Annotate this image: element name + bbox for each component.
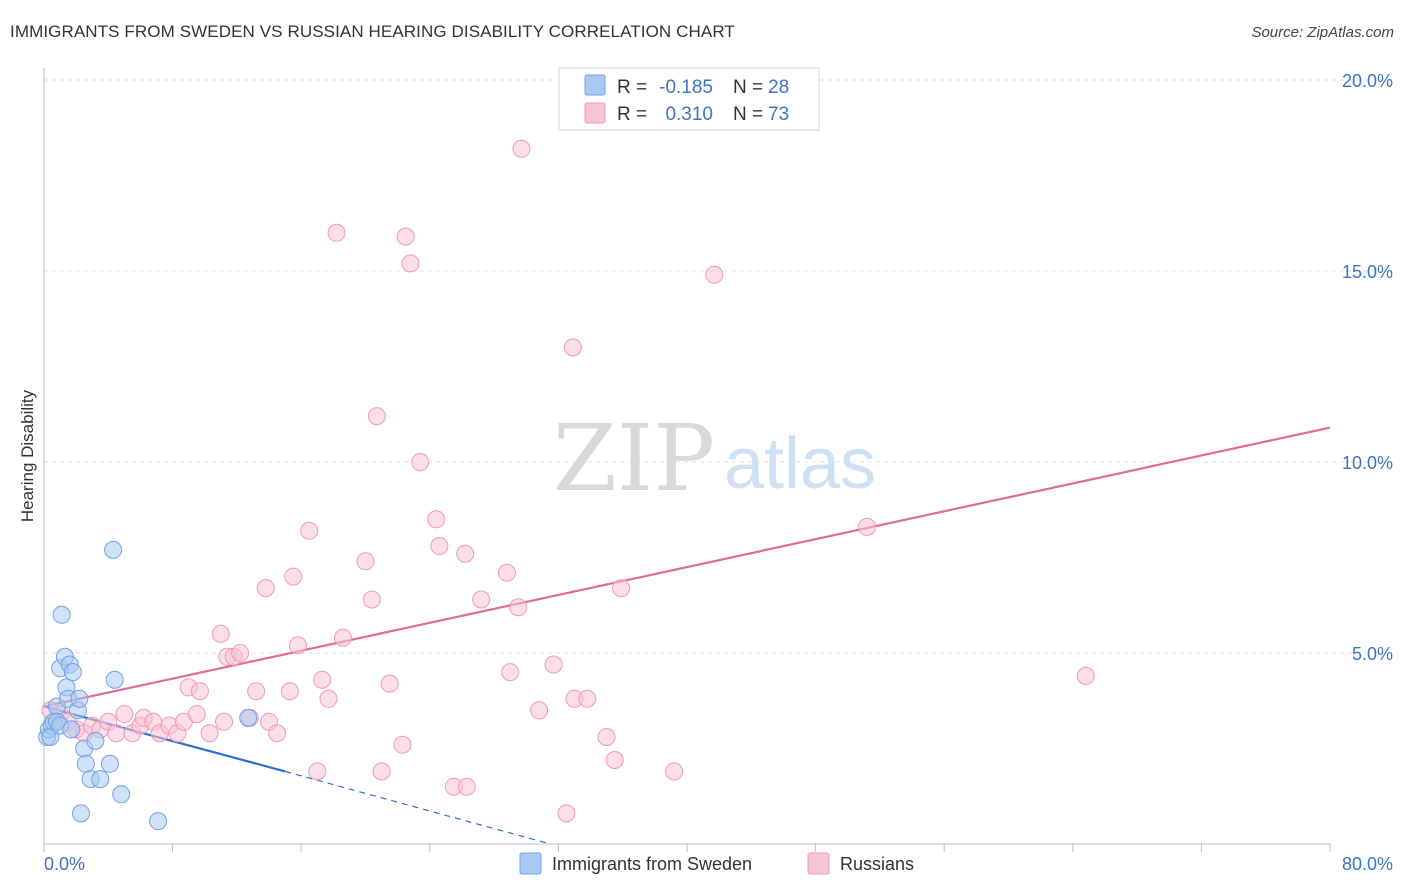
x-tick-label-max: 80.0% bbox=[1342, 854, 1393, 874]
point-immigrants-from-sweden bbox=[239, 708, 258, 727]
point-russians bbox=[665, 762, 684, 781]
trend-line-russians bbox=[43, 426, 1331, 708]
point-immigrants-from-sweden bbox=[70, 689, 89, 708]
legend-swatch-sweden bbox=[519, 852, 542, 875]
point-russians bbox=[289, 636, 307, 655]
point-russians bbox=[498, 563, 516, 582]
point-russians bbox=[411, 453, 430, 471]
point-russians bbox=[557, 804, 576, 823]
point-russians bbox=[372, 762, 391, 781]
point-russians bbox=[268, 724, 287, 743]
point-russians bbox=[211, 624, 230, 643]
point-russians bbox=[858, 517, 876, 536]
point-russians bbox=[501, 663, 520, 682]
point-immigrants-from-sweden bbox=[86, 731, 105, 750]
point-immigrants-from-sweden bbox=[112, 785, 131, 804]
point-russians bbox=[231, 644, 250, 662]
point-russians bbox=[1076, 666, 1095, 685]
stats-n-value-russians: 73 bbox=[768, 104, 789, 125]
stats-r-value-russians: 0.310 bbox=[665, 104, 713, 125]
point-russians bbox=[308, 762, 327, 781]
legend-label-russians: Russians bbox=[840, 854, 914, 874]
point-immigrants-from-sweden bbox=[52, 605, 71, 624]
series-legend: Immigrants from Sweden Russians bbox=[519, 852, 914, 875]
point-russians bbox=[430, 537, 449, 555]
point-russians bbox=[107, 724, 126, 743]
point-russians bbox=[427, 510, 446, 529]
point-russians bbox=[544, 655, 563, 674]
point-russians bbox=[456, 544, 475, 563]
point-immigrants-from-sweden bbox=[105, 670, 124, 689]
point-russians bbox=[280, 682, 299, 701]
point-immigrants-from-sweden bbox=[62, 720, 81, 739]
point-russians bbox=[247, 682, 266, 701]
legend-swatch-russians bbox=[807, 852, 830, 875]
point-russians bbox=[396, 227, 415, 246]
point-russians bbox=[605, 751, 624, 769]
point-immigrants-from-sweden bbox=[72, 804, 90, 823]
x-tick-label-min: 0.0% bbox=[44, 854, 85, 874]
source-credit: Source: ZipAtlas.com bbox=[1251, 24, 1394, 41]
point-russians bbox=[356, 552, 375, 571]
point-russians bbox=[512, 139, 531, 158]
stats-swatch-sweden bbox=[584, 74, 606, 96]
point-russians bbox=[393, 735, 412, 754]
watermark-atlas: atlas bbox=[724, 424, 876, 504]
y-tick-label: 15.0% bbox=[1342, 262, 1393, 282]
point-russians bbox=[256, 579, 275, 598]
y-axis-label: Hearing Disability bbox=[18, 389, 37, 522]
point-russians bbox=[509, 598, 528, 617]
gridlines bbox=[44, 79, 1393, 654]
point-russians bbox=[380, 674, 399, 693]
point-russians bbox=[362, 590, 381, 609]
stats-n-label-russians: N = bbox=[733, 104, 763, 125]
point-russians bbox=[200, 724, 219, 743]
point-russians bbox=[215, 712, 233, 731]
point-russians bbox=[319, 689, 338, 708]
y-tick-labels: 5.0% 10.0% 15.0% 20.0% bbox=[1342, 71, 1393, 664]
watermark-zip: ZIP bbox=[553, 405, 715, 512]
legend-label-sweden: Immigrants from Sweden bbox=[552, 854, 752, 874]
point-russians bbox=[115, 705, 134, 724]
point-immigrants-from-sweden bbox=[91, 770, 110, 789]
stats-swatch-russians bbox=[584, 102, 606, 124]
point-russians bbox=[705, 265, 724, 284]
point-russians bbox=[563, 338, 582, 357]
point-russians bbox=[187, 705, 206, 724]
stats-n-label-sweden: N = bbox=[733, 77, 763, 98]
chart-title: IMMIGRANTS FROM SWEDEN VS RUSSIAN HEARIN… bbox=[10, 22, 735, 41]
y-tick-label: 10.0% bbox=[1342, 453, 1393, 473]
stats-legend: R = -0.185 N = 28 R = 0.310 N = 73 bbox=[558, 67, 820, 131]
point-russians bbox=[190, 682, 209, 701]
point-immigrants-from-sweden bbox=[100, 754, 119, 773]
watermark: ZIP atlas bbox=[553, 405, 876, 512]
point-immigrants-from-sweden bbox=[104, 540, 123, 559]
trend-line-sweden-extension bbox=[284, 770, 551, 845]
point-immigrants-from-sweden bbox=[149, 812, 168, 831]
point-russians bbox=[578, 689, 597, 708]
point-russians bbox=[457, 777, 476, 796]
point-russians bbox=[472, 590, 491, 609]
stats-r-value-sweden: -0.185 bbox=[659, 77, 713, 98]
point-immigrants-from-sweden bbox=[63, 663, 82, 682]
y-tick-label: 5.0% bbox=[1352, 644, 1393, 664]
point-immigrants-from-sweden bbox=[76, 754, 95, 773]
point-russians bbox=[313, 670, 332, 689]
stats-n-value-sweden: 28 bbox=[768, 77, 789, 98]
stats-r-label-sweden: R = bbox=[617, 77, 647, 98]
point-russians bbox=[334, 628, 352, 647]
point-russians bbox=[597, 728, 616, 746]
y-tick-label: 20.0% bbox=[1342, 71, 1393, 91]
point-russians bbox=[612, 579, 631, 598]
point-russians bbox=[530, 701, 549, 720]
point-russians bbox=[401, 254, 420, 273]
point-russians bbox=[327, 223, 346, 242]
stats-r-label-russians: R = bbox=[617, 104, 647, 125]
point-russians bbox=[284, 567, 303, 586]
point-russians bbox=[367, 407, 386, 426]
data-points bbox=[38, 139, 1095, 831]
point-russians bbox=[300, 521, 319, 540]
